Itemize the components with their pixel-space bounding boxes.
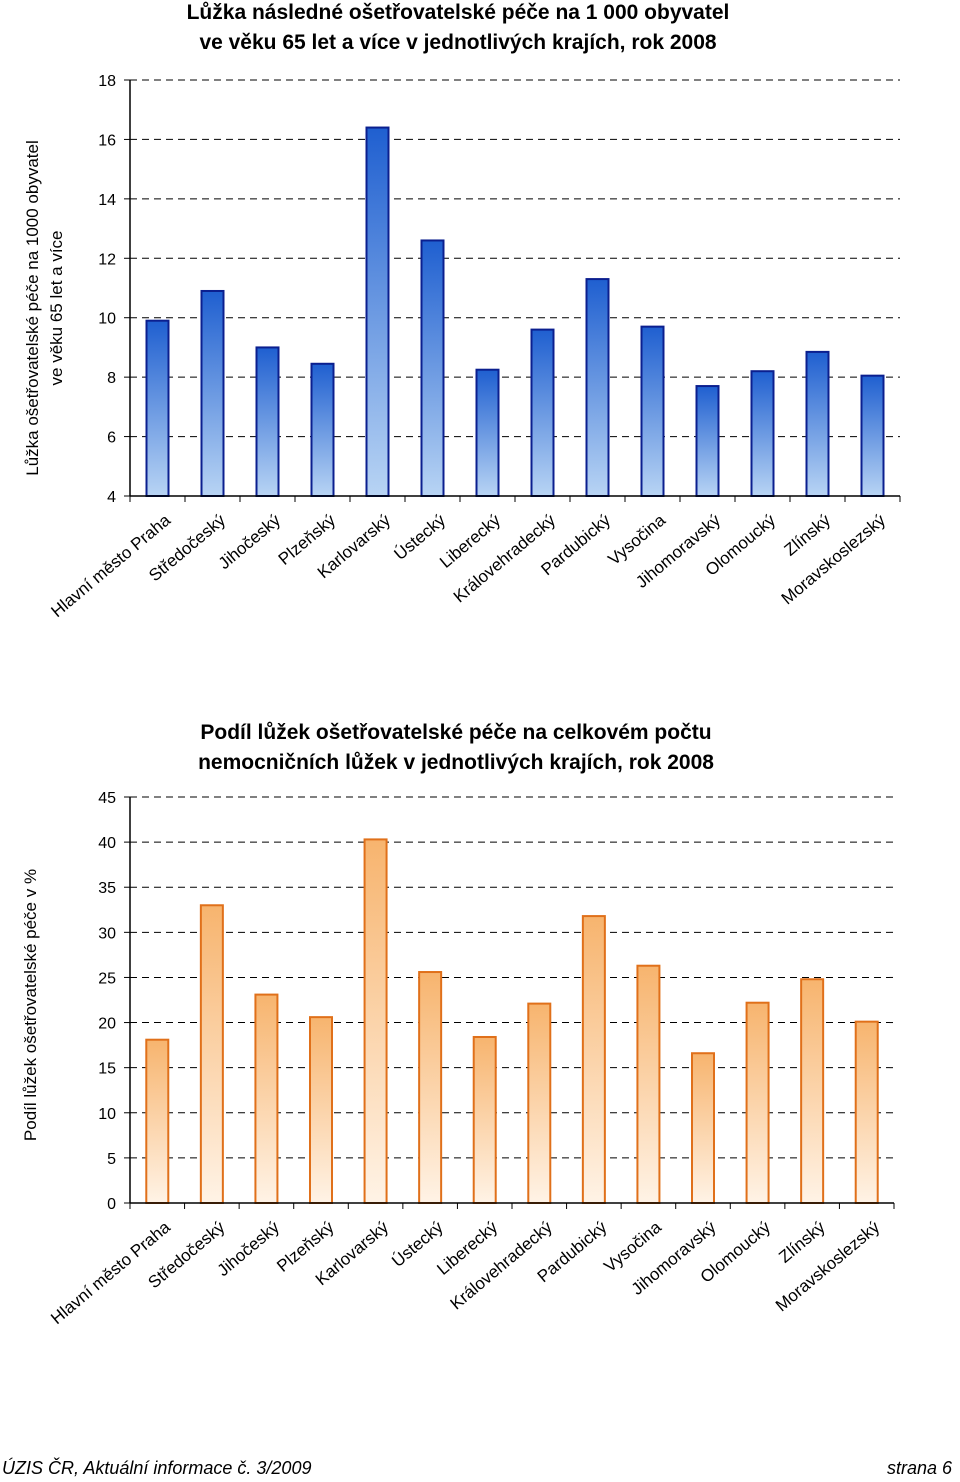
chart-title: Lůžka následné ošetřovatelské péče na 1 … [187,1,730,24]
beds-per-1000-chart: Lůžka následné ošetřovatelské péče na 1 … [23,1,901,621]
y-tick-label: 12 [98,251,116,268]
bar [199,904,224,1204]
y-axis-label: Lůžka ošetřovatelské péče na 1000 obyvat… [23,140,42,476]
bar [200,289,225,497]
y-tick-label: 4 [107,489,116,506]
share-of-beds-chart: Podíl lůžek ošetřovatelské péče na celko… [21,721,895,1328]
bar [472,1035,497,1205]
category-label: Jihočeský [214,1217,284,1280]
y-tick-label: 14 [98,192,116,209]
y-tick-label: 10 [98,311,116,328]
chart-title: Podíl lůžek ošetřovatelské péče na celko… [200,721,711,744]
bar [640,325,665,497]
y-tick-label: 30 [98,925,116,942]
bar [530,328,555,497]
bar [475,368,500,498]
bar [310,362,335,497]
y-tick-label: 45 [98,790,116,807]
page-footer: ÚZIS ČR, Aktuální informace č. 3/2009 st… [0,1458,960,1482]
y-tick-label: 35 [98,880,116,897]
y-tick-label: 16 [98,132,116,149]
bar [854,1020,879,1204]
bar [420,239,445,497]
y-tick-label: 18 [98,73,116,90]
bar [800,978,825,1205]
bar [145,1038,170,1204]
bar [695,385,720,497]
y-tick-label: 15 [98,1061,116,1078]
bar [254,993,279,1204]
bar [418,971,443,1204]
chart-title: ve věku 65 let a více v jednotlivých kra… [199,31,716,54]
bar [145,319,170,497]
bar [365,126,390,498]
y-tick-label: 6 [107,430,116,447]
bar [636,964,661,1204]
y-tick-label: 25 [98,970,116,987]
chart-title: nemocničních lůžek v jednotlivých krajíc… [198,751,714,774]
bar [750,370,775,498]
y-tick-label: 40 [98,835,116,852]
y-tick-label: 8 [107,370,116,387]
bar [585,278,610,498]
y-tick-label: 10 [98,1106,116,1123]
y-axis-label: ve věku 65 let a více [47,231,66,386]
y-tick-label: 20 [98,1016,116,1033]
bar [581,915,606,1205]
bar [527,1002,552,1204]
category-label: Jihočeský [215,510,285,573]
footer-page-number: strana 6 [886,1458,952,1478]
y-tick-label: 0 [107,1196,116,1213]
bar [255,346,280,497]
bar [691,1052,715,1204]
footer-source: ÚZIS ČR, Aktuální informace č. 3/2009 [2,1458,312,1478]
y-axis-label: Podíl lůžek ošetřovatelské péče v % [21,869,40,1141]
category-label: Královehradecký [450,510,560,606]
y-tick-label: 5 [107,1151,116,1168]
bar [805,350,830,497]
bar [860,374,885,497]
bar [309,1016,333,1204]
bar [363,838,388,1204]
bar [745,1001,770,1204]
